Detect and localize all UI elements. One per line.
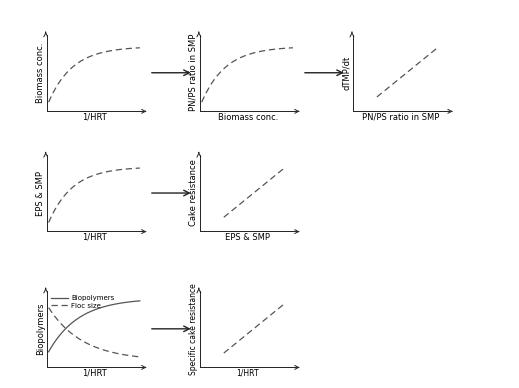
Y-axis label: Specific cake resistance: Specific cake resistance: [189, 283, 198, 375]
X-axis label: 1/HRT: 1/HRT: [83, 369, 107, 378]
Y-axis label: Biomass conc.: Biomass conc.: [36, 43, 45, 103]
Y-axis label: Biopolymers: Biopolymers: [36, 303, 45, 355]
Y-axis label: EPS & SMP: EPS & SMP: [36, 171, 45, 215]
Y-axis label: PN/PS ratio in SMP: PN/PS ratio in SMP: [189, 34, 198, 111]
X-axis label: Biomass conc.: Biomass conc.: [217, 113, 278, 122]
Legend: Biopolymers, Floc size: Biopolymers, Floc size: [50, 294, 115, 309]
X-axis label: 1/HRT: 1/HRT: [237, 369, 259, 378]
X-axis label: PN/PS ratio in SMP: PN/PS ratio in SMP: [362, 113, 440, 122]
X-axis label: 1/HRT: 1/HRT: [83, 233, 107, 242]
Y-axis label: dTMP/dt: dTMP/dt: [342, 55, 351, 90]
X-axis label: 1/HRT: 1/HRT: [83, 113, 107, 122]
Y-axis label: Cake resistance: Cake resistance: [189, 159, 198, 227]
X-axis label: EPS & SMP: EPS & SMP: [225, 233, 270, 242]
